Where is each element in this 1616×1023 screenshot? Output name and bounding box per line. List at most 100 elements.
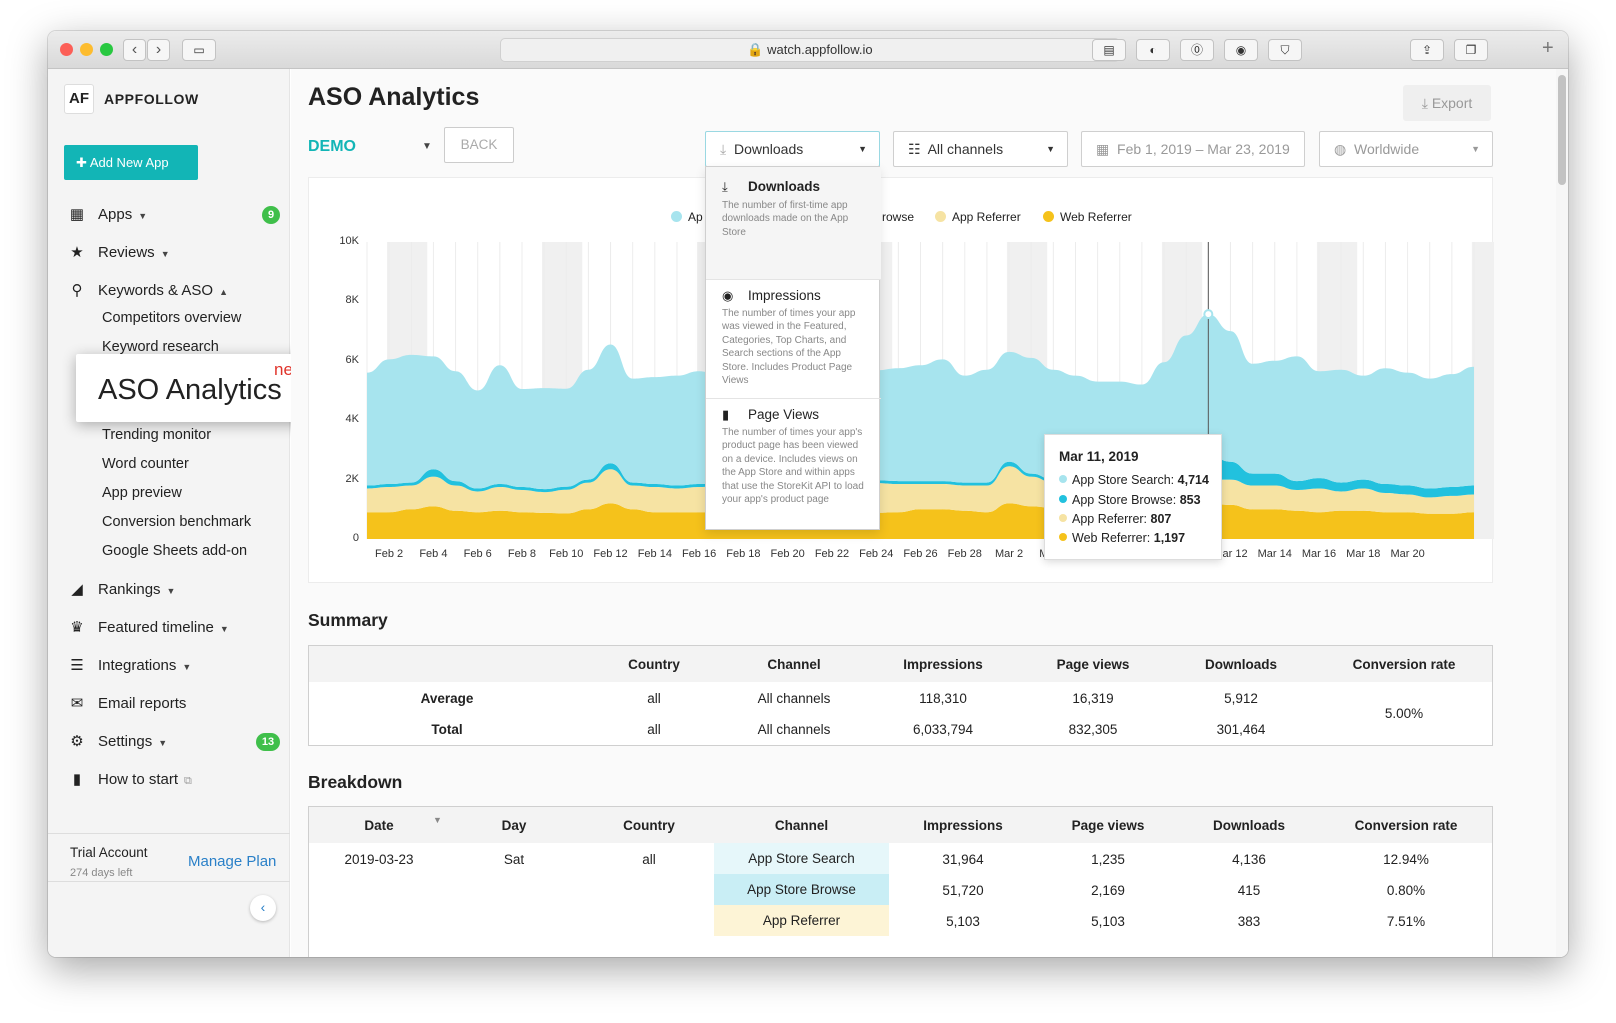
x-tick-label: Feb 8 (507, 548, 537, 560)
page-scrollbar[interactable] (1556, 69, 1568, 957)
option-title: Page Views (748, 407, 820, 422)
legend-app-store-search[interactable]: Ap (671, 210, 703, 224)
tooltip-value: 853 (1179, 493, 1201, 507)
logo[interactable]: AF (64, 84, 94, 114)
metric-option-downloads[interactable]: ⤓ Downloads The number of first-time app… (706, 167, 881, 279)
manage-plan-link[interactable]: Manage Plan (188, 853, 277, 870)
cell: All channels (757, 691, 831, 706)
region-value: Worldwide (1354, 141, 1420, 157)
x-tick-label: Feb 2 (375, 548, 404, 560)
cell: 1,235 (1091, 852, 1125, 867)
y-tick-label: 6K (345, 353, 359, 366)
cell: 383 (1237, 914, 1261, 929)
new-tab-icon[interactable]: + (1542, 37, 1554, 59)
brand-name: APPFOLLOW (104, 91, 199, 107)
x-tick-label: Feb 22 (814, 548, 850, 560)
cell: 2,169 (1091, 883, 1125, 898)
x-tick-label: Feb 4 (419, 548, 448, 560)
legend-app-referrer[interactable]: App Referrer (935, 210, 1021, 224)
tooltip-row: App Referrer: 807 (1059, 512, 1171, 526)
chart-icon: ◢ (71, 581, 83, 598)
sidebar-item-keywords-aso[interactable]: ⚲ Keywords & ASO ▲ (68, 279, 228, 303)
breakdown-table: Date ▼ Day Country Channel Impressions P… (308, 806, 1493, 957)
external-link-icon: ⧉ (184, 775, 192, 787)
eye-icon: ◉ (722, 288, 734, 303)
back-arrow-icon[interactable]: ‹ (123, 39, 146, 61)
divider (48, 881, 290, 882)
sidebar-sub-keyword-research[interactable]: Keyword research (102, 339, 219, 355)
date-range-picker[interactable]: ▦ Feb 1, 2019 – Mar 23, 2019 (1081, 131, 1305, 167)
password-extension-icon[interactable]: ⓪ (1180, 39, 1214, 61)
sidebar-toggle-icon[interactable]: ▭ (182, 39, 216, 61)
sidebar-item-integrations[interactable]: ☰ Integrations ▼ (68, 654, 191, 678)
scrollbar-thumb[interactable] (1558, 75, 1566, 185)
close-window-icon[interactable] (60, 43, 73, 56)
shield-extension-icon[interactable]: ⛉ (1268, 39, 1302, 61)
legend-app-store-browse[interactable]: rowse (882, 210, 914, 224)
stacked-area-chart[interactable] (309, 178, 1494, 584)
column-header: Channel (774, 818, 829, 833)
region-select[interactable]: ◍ Worldwide ▼ (1319, 131, 1493, 167)
sidebar-item-featured[interactable]: ♛ Featured timeline ▼ (68, 616, 229, 640)
tooltip-row: App Store Browse: 853 (1059, 493, 1201, 507)
sidebar-sub-app-preview[interactable]: App preview (102, 485, 182, 501)
metric-option-impressions[interactable]: ◉ Impressions The number of times your a… (706, 280, 881, 398)
extension-icon[interactable]: ◐ (1136, 39, 1170, 61)
caret-down-icon[interactable]: ▼ (422, 141, 432, 152)
cell: 12.94% (1383, 852, 1429, 867)
metric-option-page-views[interactable]: ▮ Page Views The number of times your ap… (706, 399, 881, 529)
sidebar-item-email-reports[interactable]: ✉ Email reports (68, 692, 187, 716)
option-description: The number of times your app was viewed … (722, 308, 856, 387)
zoom-window-icon[interactable] (100, 43, 113, 56)
sidebar-sub-sheets[interactable]: Google Sheets add-on (102, 543, 248, 559)
cell-day: Sat (503, 852, 525, 867)
sidebar-sub-aso-analytics-popout[interactable]: ASO Analytics new (76, 354, 328, 422)
app-selector[interactable]: DEMO (308, 138, 356, 155)
card-extension-icon[interactable]: ▤ (1092, 39, 1126, 61)
x-tick-label: Feb 10 (549, 548, 584, 560)
y-tick-label: 0 (352, 532, 359, 544)
series-dot (1059, 533, 1067, 541)
sidebar-item-rankings[interactable]: ◢ Rankings ▼ (68, 578, 175, 602)
add-new-app-button[interactable]: ✚ Add New App (64, 145, 198, 180)
legend-web-referrer[interactable]: Web Referrer (1043, 210, 1132, 224)
sidebar-sub-competitors[interactable]: Competitors overview (102, 310, 242, 326)
column-header: Channel (767, 657, 821, 672)
nav-label: How to start (98, 771, 179, 788)
collapse-sidebar-button[interactable]: ‹ (250, 895, 276, 921)
sidebar-item-apps[interactable]: ▦ Apps ▼ 9 (68, 203, 290, 227)
address-bar[interactable]: 🔒 watch.appfollow.io↻ (500, 38, 1120, 62)
sidebar-sub-conversion[interactable]: Conversion benchmark (102, 514, 252, 530)
ghost-extension-icon[interactable]: ◉ (1224, 39, 1258, 61)
sidebar-sub-word-counter[interactable]: Word counter (102, 456, 189, 472)
tooltip-row: App Store Search: 4,714 (1059, 473, 1209, 487)
sidebar-sub-trending[interactable]: Trending monitor (102, 427, 212, 443)
cell: 4,136 (1232, 852, 1266, 867)
tabs-overview-icon[interactable]: ❐ (1454, 39, 1488, 61)
channels-select[interactable]: ☷ All channels ▼ (893, 131, 1068, 167)
aso-analytics-label: ASO Analytics (98, 374, 282, 406)
cell-date: 2019-03-23 (344, 852, 414, 867)
minimize-window-icon[interactable] (80, 43, 93, 56)
forward-arrow-icon[interactable]: › (147, 39, 170, 61)
cell: 5,912 (1224, 691, 1258, 706)
back-button[interactable]: BACK (444, 127, 514, 163)
sidebar-item-settings[interactable]: ⚙ Settings ▼ 13 (68, 730, 290, 754)
cell: 0.80% (1386, 883, 1426, 898)
caret-down-icon: ▼ (1046, 144, 1055, 154)
sidebar-item-how-to-start[interactable]: ▮ How to start ⧉ (68, 768, 192, 792)
export-button[interactable]: ⤓ Export (1403, 85, 1491, 121)
nav-label: Keywords & ASO (98, 282, 214, 299)
metric-select[interactable]: ⤓ Downloads ▼ (705, 131, 880, 167)
sort-desc-icon[interactable]: ▼ (433, 815, 442, 825)
cell: 51,720 (942, 883, 984, 898)
legend-dot (1043, 211, 1054, 222)
option-title: Downloads (748, 179, 821, 194)
share-icon[interactable]: ⇪ (1410, 39, 1444, 61)
cell: 301,464 (1216, 722, 1266, 737)
column-header-date[interactable]: Date (364, 818, 394, 833)
column-header: Downloads (1204, 657, 1277, 672)
channel-cell: App Store Browse (714, 874, 889, 905)
tooltip-label: Web Referrer: (1072, 531, 1151, 545)
sidebar-item-reviews[interactable]: ★ Reviews ▼ (68, 241, 169, 265)
